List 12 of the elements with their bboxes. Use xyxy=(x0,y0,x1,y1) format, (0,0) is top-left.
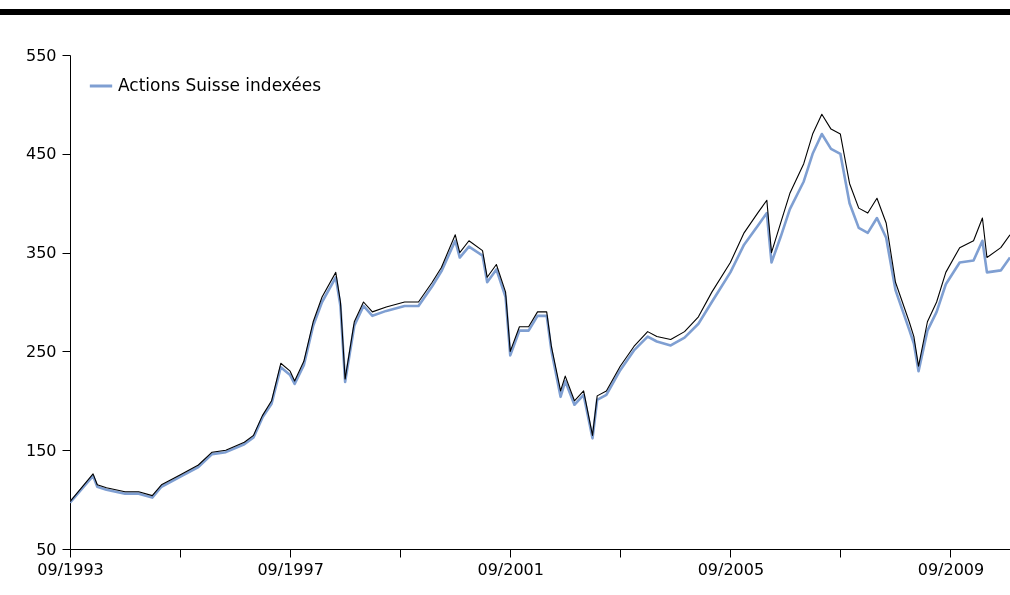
x-tick-label: 09/2009 xyxy=(917,559,985,579)
x-tick-label: 09/1997 xyxy=(257,559,324,579)
y-tick-label: 450 xyxy=(25,144,57,164)
y-tick-label: 150 xyxy=(25,440,57,460)
x-tick-label: 09/1993 xyxy=(37,559,104,579)
y-tick-label: 50 xyxy=(36,539,57,559)
legend-label: Actions Suisse indexées xyxy=(118,75,322,95)
y-tick-label: 250 xyxy=(25,341,57,361)
y-tick-label: 350 xyxy=(25,243,57,263)
x-tick-label: 09/2005 xyxy=(697,559,765,579)
y-tick-label: 550 xyxy=(25,45,57,65)
x-tick-label: 09/2001 xyxy=(477,559,544,579)
